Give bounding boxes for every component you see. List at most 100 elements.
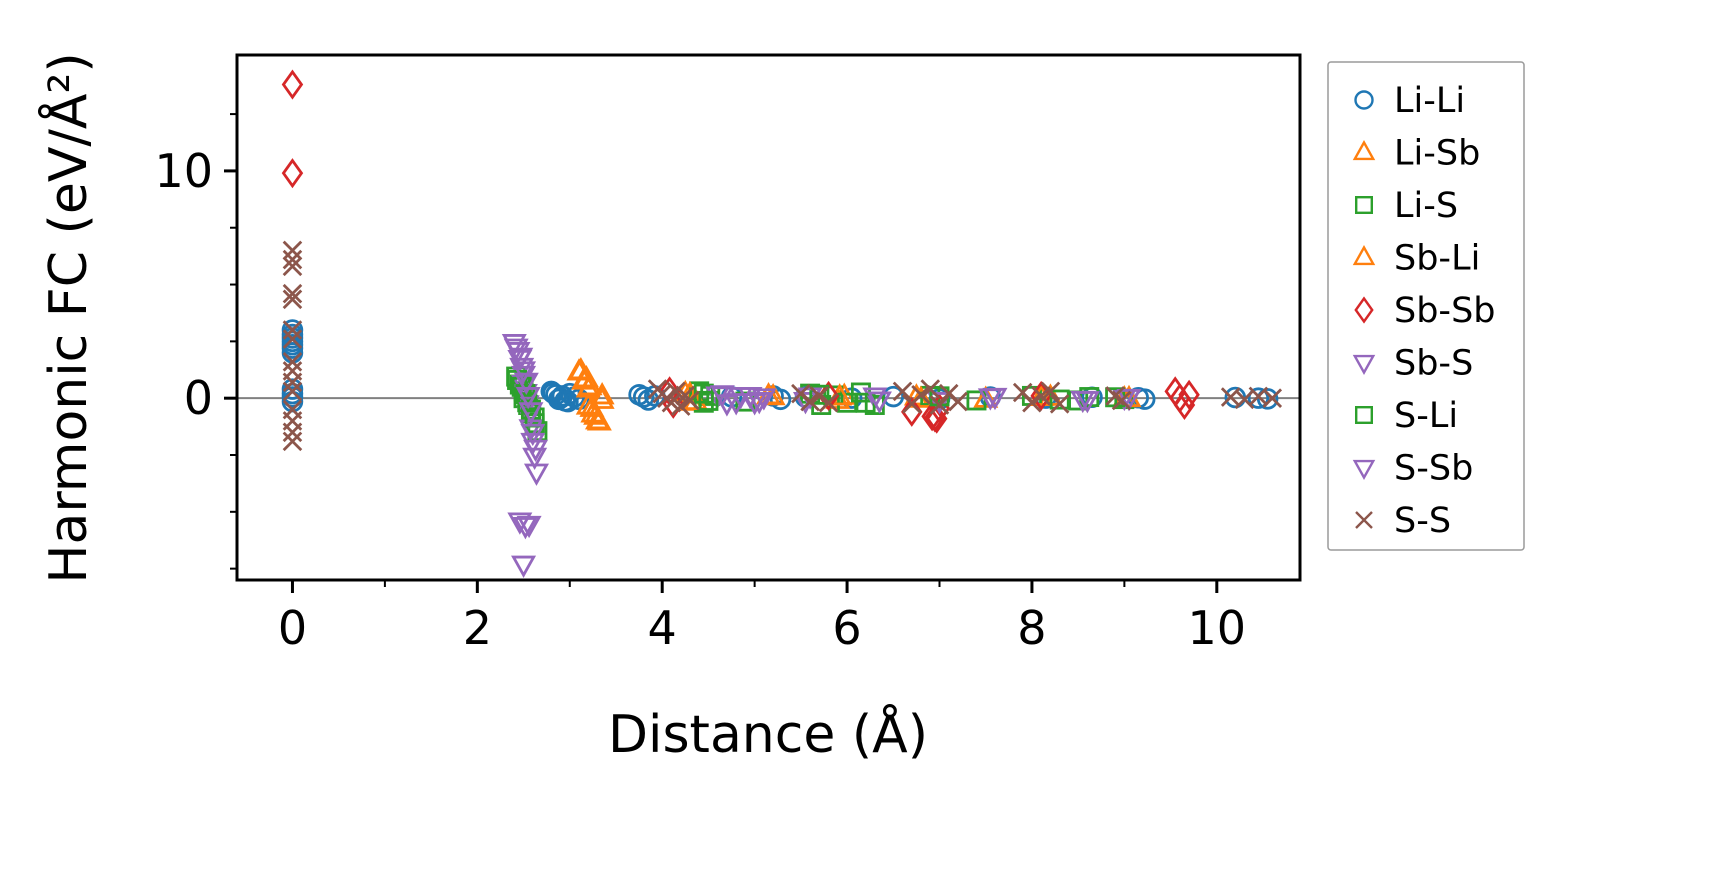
legend: Li-Li Li-Sb Li-S Sb-Li Sb-Sb Sb-S S-Li S-Sb S-S xyxy=(1327,61,1525,551)
series-Sb-S xyxy=(501,334,1137,578)
marker-x xyxy=(809,386,830,406)
y-axis: 0 10 xyxy=(154,113,237,570)
marker-x xyxy=(1049,394,1070,414)
legend-label: Sb-Sb xyxy=(1394,291,1496,331)
marker-circle xyxy=(769,388,792,411)
legend-label: Sb-Li xyxy=(1394,239,1480,279)
marker-triangle-down xyxy=(512,517,538,540)
legend-label: Li-S xyxy=(1394,186,1458,226)
marker-x xyxy=(911,384,931,405)
legend-label: S-S xyxy=(1394,501,1451,541)
marker-triangle-down xyxy=(751,388,777,411)
data-points xyxy=(281,69,1283,578)
marker-triangle-down xyxy=(746,392,772,415)
marker-circle xyxy=(1256,388,1279,410)
marker-x xyxy=(1262,388,1283,408)
marker-triangle-down xyxy=(1352,354,1376,375)
legend-item-S-S: S-S xyxy=(1355,501,1451,541)
marker-x xyxy=(818,392,839,413)
y-axis-label: Harmonic FC (eV/Å²) xyxy=(37,52,99,583)
marker-triangle-up xyxy=(1352,245,1376,266)
marker-diamond xyxy=(921,401,943,432)
x-tick-label: 0 xyxy=(278,601,307,655)
marker-x xyxy=(948,391,968,412)
marker-triangle-up xyxy=(586,408,612,431)
marker-triangle-up xyxy=(577,372,603,396)
marker-triangle-down xyxy=(520,423,546,447)
marker-circle xyxy=(568,388,590,411)
marker-x xyxy=(282,381,303,402)
marker-x xyxy=(1040,381,1061,402)
marker-triangle-down xyxy=(866,391,892,414)
marker-square xyxy=(1354,406,1373,425)
marker-x xyxy=(670,396,691,416)
marker-square xyxy=(527,421,548,442)
marker-triangle-down xyxy=(511,361,537,384)
marker-triangle-down xyxy=(523,439,549,463)
marker-x xyxy=(282,289,303,310)
marker-circle xyxy=(1247,387,1270,409)
marker-triangle-down xyxy=(508,347,534,370)
marker-x xyxy=(282,329,303,349)
marker-x xyxy=(1031,386,1051,406)
marker-x xyxy=(1355,511,1373,529)
marker-x xyxy=(282,320,303,340)
marker-triangle-down xyxy=(518,402,544,425)
legend-label: S-Sb xyxy=(1394,449,1473,489)
series-Sb-Sb xyxy=(281,69,1200,434)
legend-item-S-Li: S-Li xyxy=(1354,396,1458,436)
marker-square xyxy=(698,390,719,411)
x-tick-label: 8 xyxy=(1017,601,1046,655)
marker-x xyxy=(892,381,913,402)
marker-x xyxy=(920,379,941,399)
legend-item-Li-S: Li-S xyxy=(1354,186,1458,226)
marker-x xyxy=(929,395,950,415)
marker-triangle-up xyxy=(908,385,934,408)
marker-triangle-down xyxy=(1070,390,1096,414)
legend-item-Li-Li: Li-Li xyxy=(1354,81,1465,121)
legend-label: Li-Sb xyxy=(1394,134,1480,174)
marker-triangle-down xyxy=(522,447,548,470)
x-tick-label: 4 xyxy=(648,601,677,655)
x-axis-label: Distance (Å) xyxy=(608,703,928,765)
x-tick-label: 2 xyxy=(463,601,492,655)
marker-x xyxy=(680,390,700,411)
legend-label: Sb-S xyxy=(1394,344,1473,384)
x-axis: 0 2 4 6 8 10 xyxy=(278,580,1246,655)
legend-item-Sb-S: Sb-S xyxy=(1352,344,1473,384)
marker-triangle-down xyxy=(926,392,953,415)
marker-square xyxy=(1354,195,1373,214)
marker-circle xyxy=(1354,90,1374,110)
marker-x xyxy=(282,256,303,277)
marker-x xyxy=(282,352,303,372)
legend-item-Sb-Sb: Sb-Sb xyxy=(1354,291,1496,331)
y-tick-label: 0 xyxy=(184,371,213,425)
series-S-Sb xyxy=(503,338,1142,540)
marker-x xyxy=(282,240,303,261)
marker-diamond xyxy=(1173,389,1196,421)
marker-x xyxy=(1111,390,1132,411)
series-S-S xyxy=(282,240,1283,452)
x-tick-label: 6 xyxy=(832,601,861,655)
legend-label: S-Li xyxy=(1394,396,1458,436)
marker-triangle-down xyxy=(977,388,1003,411)
marker-x xyxy=(282,283,303,304)
plot-frame xyxy=(235,53,1302,582)
marker-triangle-down xyxy=(511,555,537,578)
marker-triangle-down xyxy=(513,372,539,395)
marker-diamond xyxy=(1354,296,1374,324)
legend-box xyxy=(1327,61,1525,551)
legend-item-Sb-Li: Sb-Li xyxy=(1352,239,1480,279)
legend-label: Li-Li xyxy=(1394,81,1465,121)
marker-diamond xyxy=(901,396,923,427)
marker-square xyxy=(1049,389,1070,410)
x-tick-label: 10 xyxy=(1188,601,1247,655)
marker-triangle-down xyxy=(862,387,888,410)
marker-diamond xyxy=(281,69,304,100)
marker-triangle-down xyxy=(1352,459,1376,480)
marker-diamond xyxy=(281,158,304,189)
marker-diamond xyxy=(1178,379,1200,410)
marker-triangle-down xyxy=(723,393,749,416)
